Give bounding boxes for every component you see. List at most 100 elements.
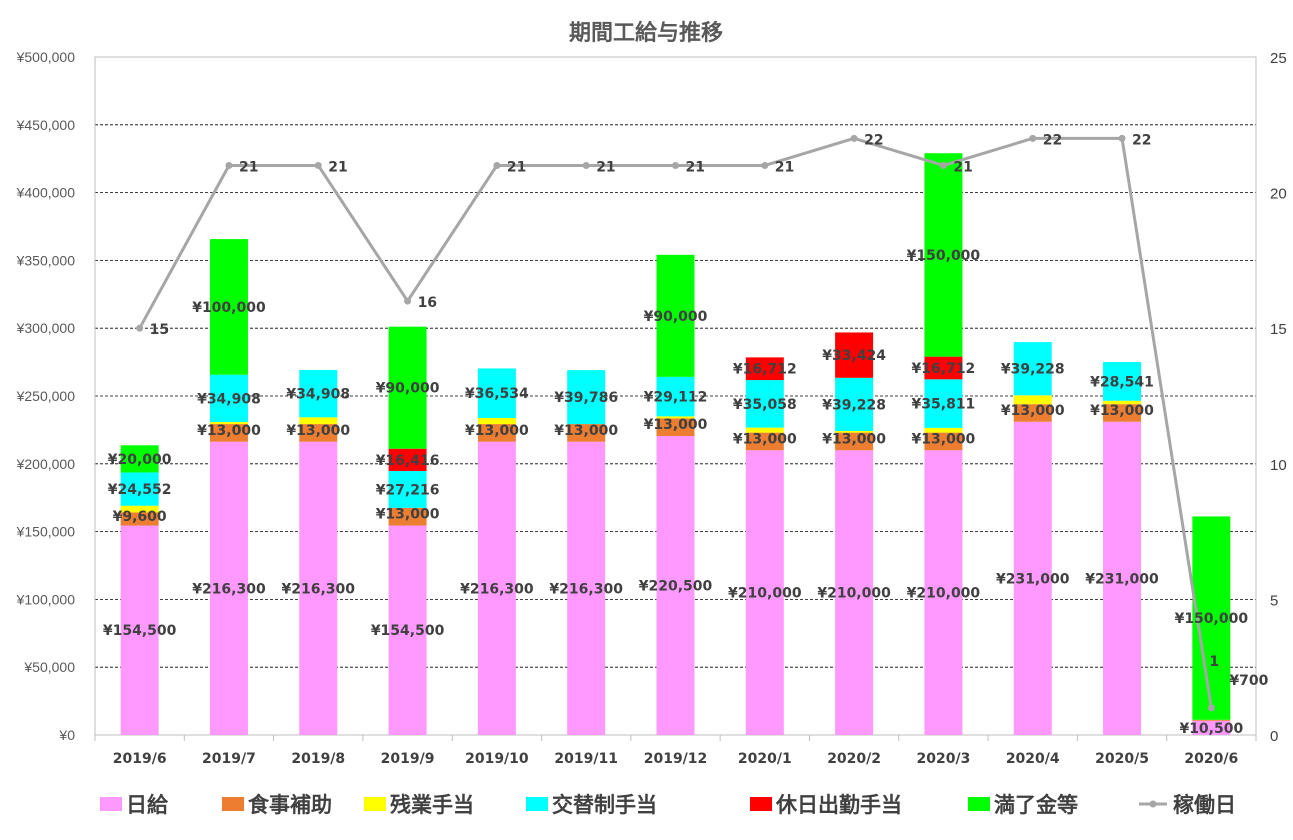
legend-label: 休日出勤手当: [775, 793, 902, 817]
bar-data-label: ¥13,000: [286, 423, 350, 439]
y2-tick-label: 0: [1270, 728, 1278, 745]
y-axis-right: 0 5 10 15 20 25: [1270, 50, 1287, 745]
bar-series: [120, 153, 1231, 735]
x-tick-label: 2019/7: [202, 751, 256, 767]
bar-segment: [477, 417, 516, 425]
bar-segment: [924, 450, 963, 735]
line-point: [939, 161, 947, 169]
legend-label: 食事補助: [248, 793, 332, 817]
bar-segment: [1013, 395, 1052, 405]
legend-swatch: [364, 797, 386, 811]
bar-segment: [388, 507, 427, 526]
y-axis-left: ¥0 ¥50,000 ¥100,000 ¥150,000 ¥200,000 ¥250,00…: [16, 49, 76, 743]
bar-segment: [1013, 404, 1052, 422]
y-tick-label: ¥300,000: [16, 320, 76, 336]
bar-segment: [835, 450, 874, 735]
bar-segment: [1192, 720, 1231, 735]
x-tick-label: 2019/9: [381, 751, 435, 767]
bar-data-label: ¥39,228: [822, 397, 886, 413]
bar-segment: [924, 427, 963, 433]
bar-segment: [388, 470, 427, 508]
line-point: [493, 161, 501, 169]
bar-segment: [1013, 421, 1052, 735]
x-tick-label: 2019/8: [291, 751, 345, 767]
bar-data-label: ¥13,000: [733, 431, 797, 447]
legend-label: 残業手当: [390, 793, 474, 817]
bar-data-label: ¥10,500: [1179, 721, 1243, 737]
bar-segment: [477, 441, 516, 735]
bar-segment: [1013, 342, 1052, 396]
legend-label: 稼働日: [1173, 793, 1236, 817]
legend-swatch: [968, 797, 990, 811]
bar-segment: [299, 417, 338, 425]
line-point: [582, 161, 590, 169]
line-data-label: 22: [1043, 132, 1062, 148]
bar-segment: [209, 424, 248, 442]
bar-data-label: ¥210,000: [728, 586, 802, 602]
y2-tick-label: 10: [1270, 457, 1287, 474]
line-data-label: 15: [150, 322, 169, 338]
bar-segment: [388, 448, 427, 471]
bar-data-label: ¥216,300: [549, 581, 623, 597]
x-tick-label: 2020/1: [738, 751, 792, 767]
line-data-label: 21: [328, 159, 347, 175]
y-tick-label: ¥0: [58, 727, 75, 743]
legend-label: 日給: [126, 793, 169, 817]
y2-tick-label: 15: [1270, 321, 1287, 338]
x-tick-label: 2019/6: [113, 751, 167, 767]
x-tick-label: 2019/10: [465, 751, 529, 767]
bar-data-label: ¥154,500: [371, 623, 445, 639]
bar-segment: [120, 472, 159, 506]
bar-data-label: ¥35,811: [912, 397, 976, 413]
bar-data-label: ¥36,534: [465, 386, 529, 402]
legend-swatch: [750, 797, 772, 811]
bar-data-label: ¥27,216: [376, 482, 440, 498]
bar-data-label: ¥216,300: [282, 581, 356, 597]
bar-data-label: ¥90,000: [644, 309, 708, 325]
y-tick-label: ¥200,000: [16, 456, 76, 472]
line-data-label: 1: [1209, 654, 1219, 670]
line-point: [1029, 134, 1037, 142]
bar-data-label: ¥150,000: [907, 248, 981, 264]
bar-data-label: ¥35,058: [733, 397, 797, 413]
bar-segment: [120, 525, 159, 735]
x-tick-label: 2019/12: [644, 751, 708, 767]
bar-segment: [209, 422, 248, 425]
y-tick-label: ¥100,000: [16, 591, 76, 607]
bar-segment: [745, 450, 784, 735]
line-data-label: 21: [686, 159, 705, 175]
bar-segment: [745, 357, 784, 381]
bar-data-label: ¥100,000: [192, 300, 266, 316]
line-data-label: 21: [239, 159, 258, 175]
bar-segment: [1103, 362, 1142, 401]
bar-segment: [567, 424, 606, 442]
line-point: [136, 324, 144, 332]
bar-data-label: ¥216,300: [192, 581, 266, 597]
y-tick-label: ¥150,000: [16, 524, 76, 540]
line-data-label: 21: [775, 159, 794, 175]
y-tick-label: ¥50,000: [23, 659, 75, 675]
bar-segment: [656, 376, 695, 417]
line-point: [850, 134, 858, 142]
line-point: [672, 161, 679, 169]
y2-tick-label: 25: [1270, 50, 1287, 67]
line-data-label: 21: [953, 159, 972, 175]
bar-data-label: ¥231,000: [996, 571, 1070, 587]
line-point: [1118, 134, 1126, 142]
bar-data-label: ¥34,908: [286, 387, 350, 403]
legend-label: 満了金等: [994, 793, 1078, 817]
bar-segment: [745, 432, 784, 451]
x-tick-label: 2019/11: [554, 751, 618, 767]
legend-swatch: [526, 797, 548, 811]
bar-segment: [299, 424, 338, 442]
bar-segment: [120, 445, 159, 473]
line-series: [136, 134, 1215, 712]
line-point: [225, 161, 233, 169]
bar-data-label: ¥210,000: [907, 586, 981, 602]
x-axis: 2019/6 2019/7 2019/8 2019/9 2019/10 2019/11 20…: [94, 735, 1257, 767]
legend-label: 交替制手当: [552, 793, 657, 817]
bar-segment: [924, 153, 963, 357]
bar-data-label: ¥13,000: [822, 431, 886, 447]
bar-segment: [656, 418, 695, 437]
